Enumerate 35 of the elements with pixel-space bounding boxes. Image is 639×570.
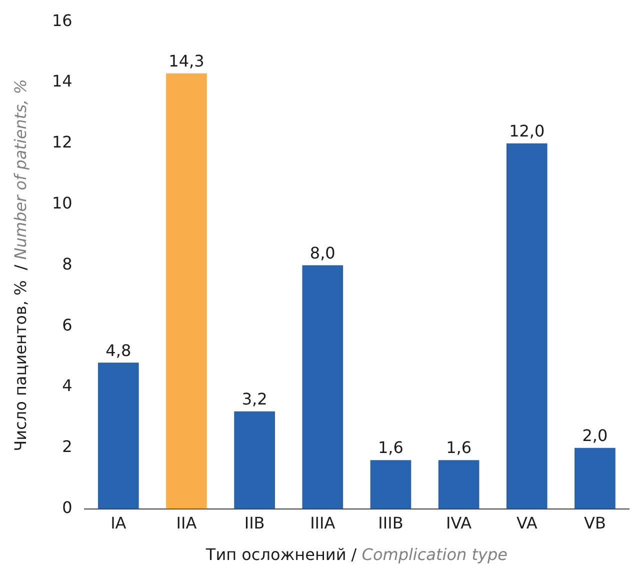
x-tick-label: IIA [176,514,197,533]
bar [98,362,139,509]
data-label: 3,2 [242,390,268,409]
y-tick-label: 12 [52,132,72,152]
bar [574,448,616,509]
bar [166,73,207,509]
x-tick-label: IIIB [378,514,404,533]
bar [506,143,548,509]
x-tick-label: VA [516,514,538,533]
bar [370,460,412,509]
x-tick-label: IA [110,514,126,533]
x-tick-label: IVA [446,514,472,533]
data-label: 12,0 [509,122,545,141]
y-tick-label: 10 [52,193,72,212]
y-tick-label: 14 [52,72,72,91]
bar [234,411,275,509]
data-label: 8,0 [310,243,336,262]
y-axis-title: Число пациентов, % / Number of patients, % [11,79,30,452]
y-tick-label: 6 [62,315,72,334]
y-tick-label: 2 [62,437,72,456]
bar [302,265,344,509]
x-tick-label: VB [584,514,606,533]
data-label: 14,3 [168,52,204,71]
x-tick-label: IIB [244,514,265,533]
y-tick-label: 4 [62,376,72,396]
data-label: 4,8 [106,340,132,360]
x-tick-label: IIIA [310,514,336,533]
x-axis-title: Тип осложнений / Complication type [204,545,508,564]
y-tick-label: 0 [62,498,72,517]
y-tick-label: 16 [52,10,72,30]
data-label: 1,6 [446,438,472,458]
data-label: 1,6 [378,438,404,458]
y-tick-label: 8 [62,254,72,274]
data-label: 2,0 [582,426,608,446]
bar [438,460,480,509]
